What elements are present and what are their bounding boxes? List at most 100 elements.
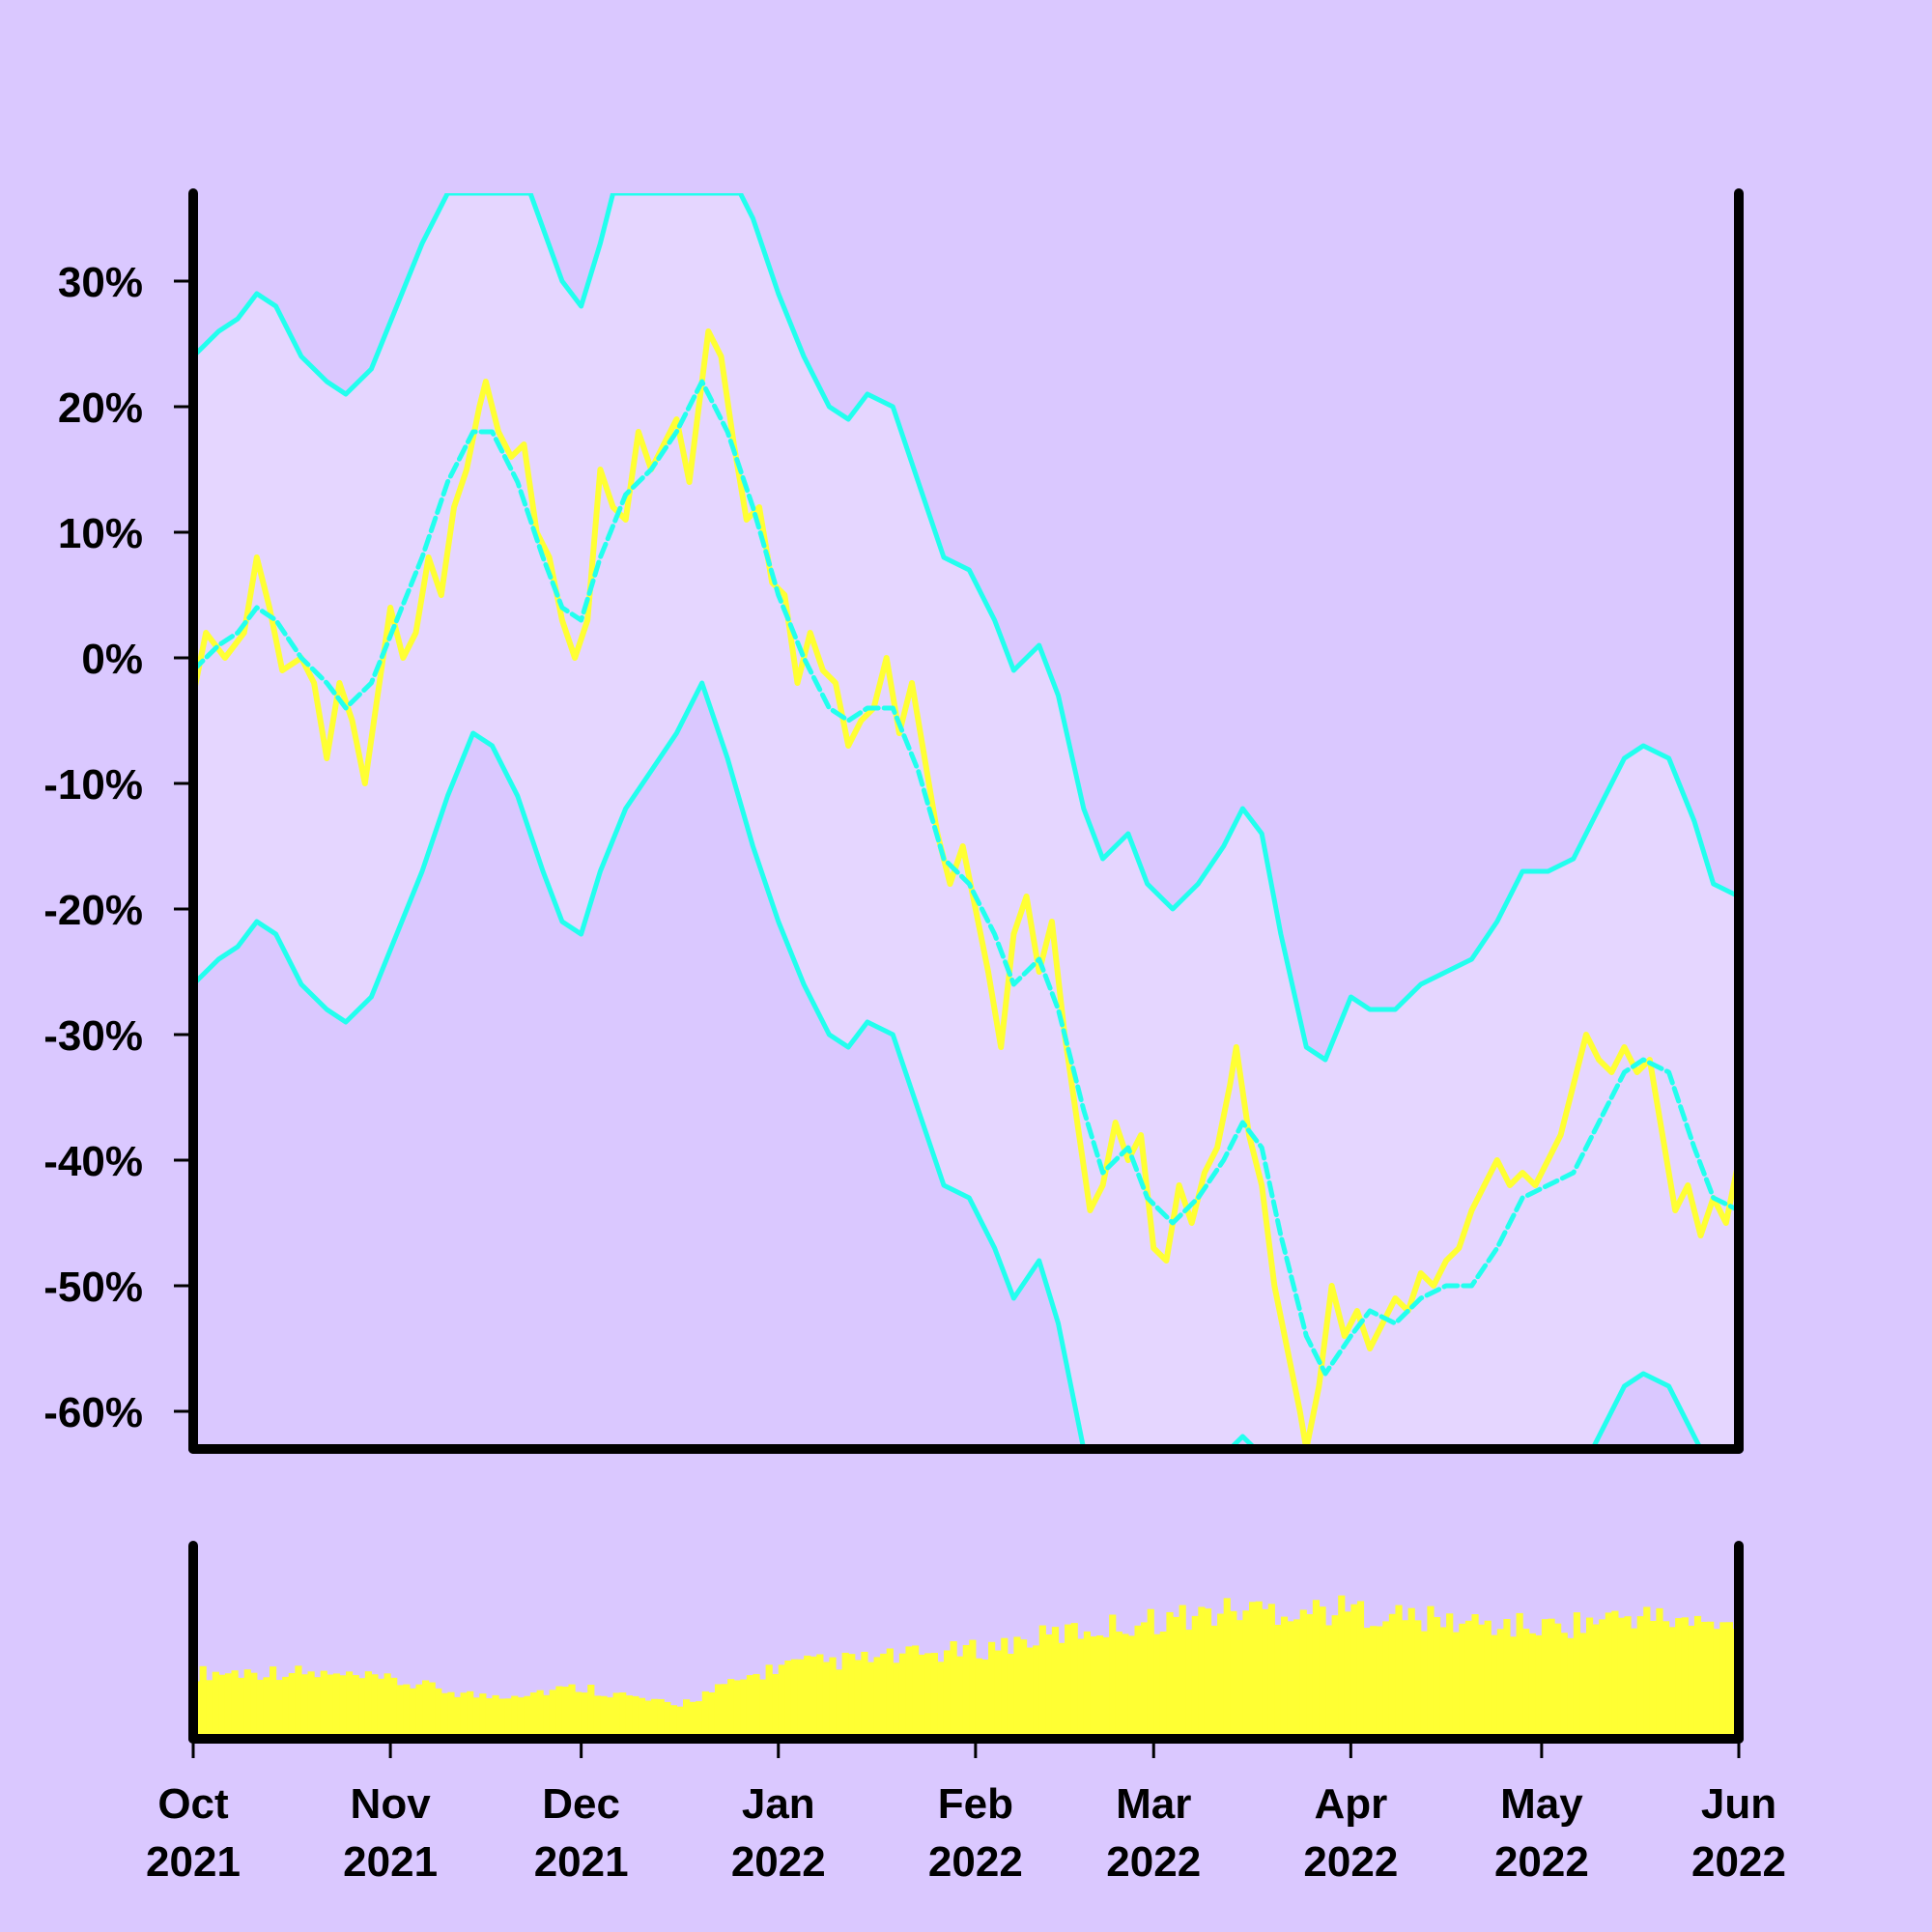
x-tick-year: 2021 — [343, 1838, 438, 1886]
x-tick-month: Feb — [938, 1780, 1013, 1828]
volume-bar — [644, 1700, 652, 1739]
volume-bar — [1083, 1631, 1091, 1739]
volume-bar — [1617, 1617, 1626, 1739]
y-tick-label: -10% — [43, 761, 143, 809]
volume-bar — [472, 1697, 480, 1739]
volume-bar — [664, 1701, 671, 1739]
volume-bar — [861, 1651, 868, 1739]
volume-bar — [1599, 1619, 1606, 1739]
volume-bar — [1217, 1613, 1225, 1739]
volume-bar — [721, 1684, 728, 1739]
volume-bar — [1382, 1621, 1390, 1739]
volume-bar — [1319, 1606, 1326, 1739]
x-tick-year: 2022 — [1106, 1838, 1201, 1886]
volume-bar — [1395, 1605, 1403, 1739]
volume-bar — [1172, 1616, 1180, 1739]
y-tick-label: -50% — [43, 1264, 143, 1311]
price-line — [193, 328, 1739, 1449]
x-tick-month: Apr — [1314, 1780, 1387, 1828]
volume-bar — [867, 1662, 875, 1739]
volume-bar — [1159, 1632, 1167, 1739]
volume-bar — [428, 1682, 436, 1739]
volume-bar — [746, 1675, 754, 1739]
volume-bar — [1700, 1621, 1708, 1739]
volume-bar — [300, 1674, 309, 1739]
volume-bar — [403, 1684, 411, 1739]
volume-bar — [1725, 1622, 1734, 1739]
volume-bar — [905, 1646, 913, 1739]
volume-bar — [1649, 1620, 1657, 1739]
volume-bar — [1541, 1619, 1549, 1739]
volume-bar — [435, 1688, 442, 1739]
volume-bar — [415, 1684, 423, 1739]
volume-bar — [320, 1670, 327, 1739]
volume-bar — [479, 1693, 487, 1739]
volume-bar — [1707, 1621, 1715, 1739]
volume-bar — [1147, 1608, 1154, 1739]
volume-bar — [759, 1679, 767, 1739]
volume-bar — [529, 1692, 538, 1739]
volume-bar — [1439, 1627, 1447, 1739]
volume-bar — [549, 1690, 556, 1739]
volume-bar — [1306, 1614, 1314, 1739]
x-tick-month: Mar — [1116, 1780, 1191, 1828]
volume-bar — [784, 1660, 792, 1739]
volume-bar — [1471, 1614, 1479, 1739]
volume-bar — [440, 1692, 448, 1739]
volume-bar — [816, 1654, 824, 1739]
volume-bar — [1560, 1633, 1568, 1739]
y-tick-label: 20% — [58, 384, 143, 432]
volume-bar — [1656, 1607, 1663, 1739]
volume-bar — [1338, 1595, 1346, 1739]
volume-bar — [1681, 1617, 1689, 1739]
volume-bar — [1153, 1634, 1161, 1739]
volume-bar — [918, 1654, 925, 1739]
volume-bar — [396, 1685, 404, 1739]
volume-bar — [1223, 1598, 1231, 1739]
volume-bar — [1535, 1634, 1543, 1739]
volume-bar — [1236, 1620, 1244, 1739]
volume-bar — [1407, 1607, 1415, 1739]
volume-bar — [1420, 1631, 1428, 1739]
volume-bar — [975, 1658, 983, 1739]
x-tick-month: May — [1500, 1780, 1583, 1828]
volume-bar — [1102, 1636, 1110, 1739]
volume-bar — [555, 1686, 563, 1739]
volume-bar — [714, 1684, 723, 1739]
volume-bar — [1528, 1633, 1536, 1739]
volume-bar — [765, 1664, 773, 1739]
volume-bar — [377, 1678, 385, 1739]
volume-bar — [880, 1653, 888, 1739]
volume-bar — [485, 1698, 494, 1739]
volume-bar — [460, 1692, 468, 1739]
volume-bar — [1636, 1616, 1644, 1739]
volume-bar — [243, 1669, 251, 1739]
volume-bar — [1344, 1611, 1351, 1739]
volume-bar — [593, 1695, 601, 1739]
volume-bar — [1331, 1615, 1339, 1739]
volume-bar — [390, 1677, 398, 1739]
volume-bar — [1019, 1639, 1028, 1739]
volume-bar — [1070, 1623, 1078, 1739]
x-tick-month: Nov — [351, 1780, 432, 1828]
volume-bar — [511, 1695, 519, 1739]
volume-bar — [753, 1673, 760, 1739]
volume-bar — [981, 1660, 989, 1739]
volume-bar — [651, 1698, 659, 1739]
volume-bar — [1363, 1628, 1371, 1739]
volume-bar — [1185, 1630, 1193, 1739]
volume-bar — [1280, 1616, 1289, 1739]
volume-bar — [1274, 1624, 1282, 1739]
volume-bar — [270, 1666, 277, 1739]
volume-bar — [962, 1644, 970, 1739]
band-area — [193, 193, 1739, 1449]
y-tick-label: 10% — [58, 510, 143, 557]
volume-bar — [568, 1684, 576, 1739]
volume-bar — [1402, 1620, 1409, 1739]
volume-bar — [950, 1641, 957, 1739]
volume-bar — [912, 1645, 920, 1739]
volume-bar — [587, 1684, 595, 1739]
volume-bar — [1414, 1620, 1422, 1739]
volume-bar — [1376, 1626, 1383, 1739]
